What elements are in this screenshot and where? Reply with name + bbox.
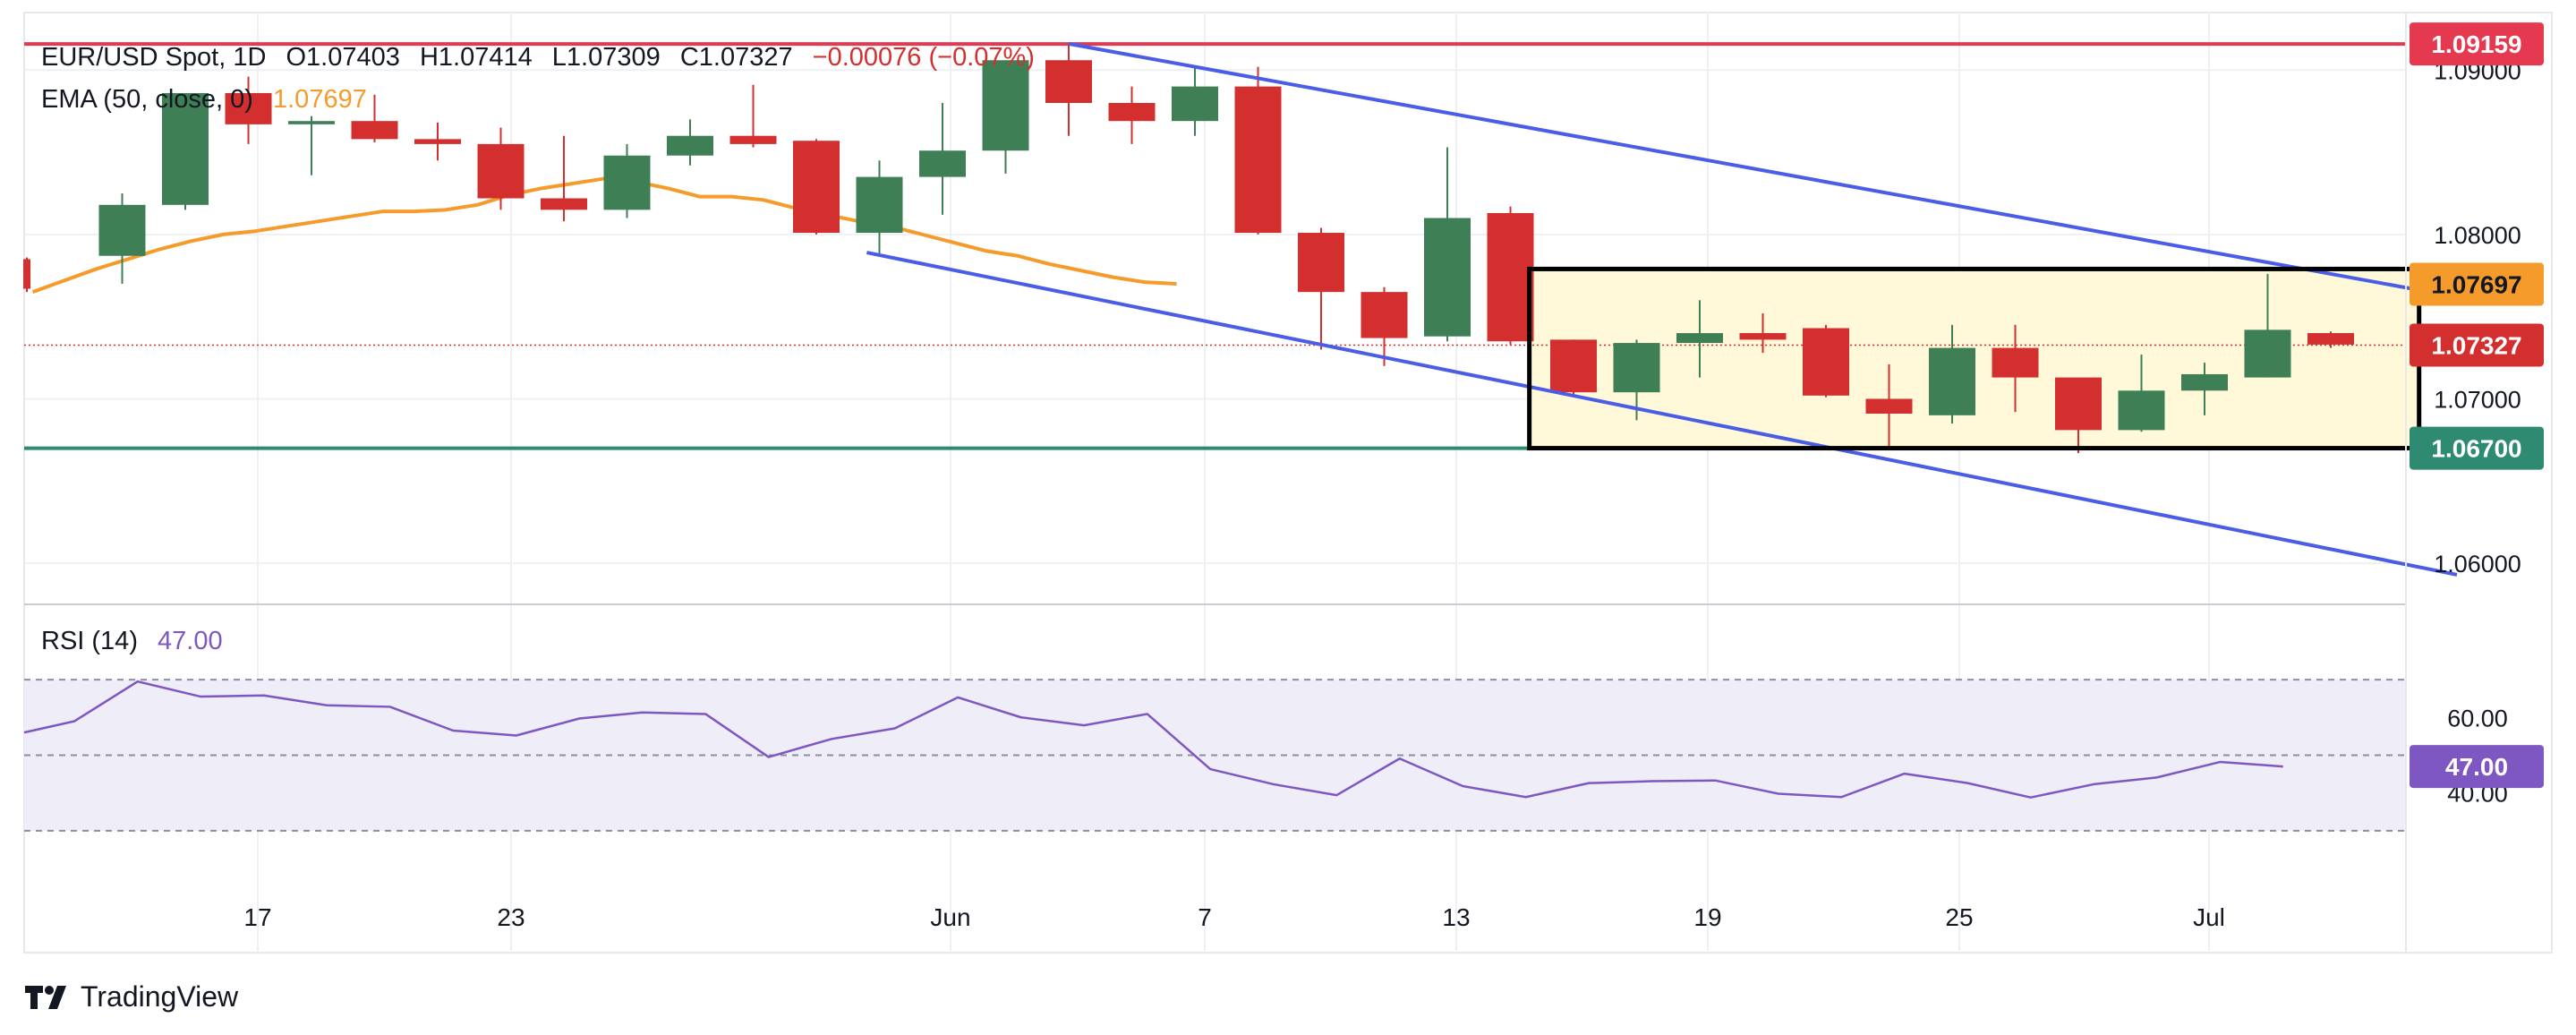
candle-body	[603, 155, 651, 210]
rsi-y-tick-label: 60.00	[2447, 705, 2508, 731]
candle-body	[1550, 339, 1597, 393]
candles	[23, 43, 2354, 454]
channel-lines	[866, 41, 2458, 577]
x-tick-label: 7	[1198, 903, 1212, 931]
candle-body	[667, 135, 713, 156]
ema-value: 1.07697	[273, 85, 367, 114]
candle-body	[793, 141, 840, 234]
low-value: L1.07309	[551, 43, 661, 72]
candle-body	[2307, 333, 2354, 345]
candle-body	[2118, 390, 2165, 431]
candle-body	[1298, 233, 1344, 293]
chart-header: EUR/USD Spot, 1D O1.07403 H1.07414 L1.07…	[41, 43, 1047, 73]
support-price-label: 1.06700	[2431, 435, 2521, 463]
change-value: −0.00076 (−0.07%)	[812, 43, 1035, 72]
resistance-price-label: 1.09159	[2431, 30, 2521, 58]
rsi-guides	[24, 679, 2406, 832]
candle-body	[288, 121, 335, 124]
ema-label: EMA (50, close, 0)	[41, 85, 253, 114]
x-tick-label: 23	[497, 903, 525, 931]
price-labels: 1.09159 1.07697 1.07327 1.06700 47.00	[2410, 22, 2544, 789]
candle-body	[2055, 377, 2102, 431]
last-price-label: 1.07327	[2431, 331, 2521, 359]
candle-body	[98, 204, 146, 256]
candle-body	[1172, 86, 1218, 122]
candle-body	[2181, 373, 2228, 391]
rsi-path	[23, 680, 2283, 799]
candle-body	[1739, 333, 1787, 340]
y-tick-label: 1.06000	[2434, 551, 2521, 577]
candle-body	[1992, 347, 2039, 378]
rsi-line	[23, 680, 2283, 799]
candle-body	[2244, 329, 2291, 378]
candle-body	[162, 92, 209, 205]
x-axis-ticks: 17 23 Jun 7 13 19 25 Jul	[243, 903, 2224, 931]
rsi-label: RSI (14)	[41, 627, 138, 655]
candle-body	[541, 198, 587, 210]
tradingview-logo-icon	[25, 985, 66, 1009]
candle-body	[1865, 398, 1913, 415]
support-price-label-bg	[2410, 426, 2544, 470]
y-tick-label: 1.07000	[2434, 386, 2521, 413]
x-tick-label: 25	[1945, 903, 1973, 931]
rsi-value: 47.00	[158, 627, 223, 655]
close-value: C1.07327	[679, 43, 793, 72]
candle-body	[477, 143, 525, 199]
y-tick-label: 1.08000	[2434, 222, 2521, 249]
x-tick-label: 17	[243, 903, 271, 931]
resistance-price-label-bg	[2410, 22, 2544, 66]
candle-body	[729, 135, 777, 144]
candle-body	[1676, 333, 1723, 344]
candle-body	[856, 176, 903, 234]
candle-body	[351, 121, 398, 140]
ema-header: EMA (50, close, 0) 1.07697	[41, 85, 380, 115]
candle-body	[1045, 60, 1092, 103]
last-price-label-bg	[2410, 323, 2544, 367]
candle-body	[1803, 328, 1849, 396]
brand-label: TradingView	[81, 980, 239, 1013]
ema-price-label: 1.07697	[2431, 271, 2521, 299]
x-tick-label: Jun	[930, 903, 970, 931]
symbol-label: EUR/USD Spot, 1D	[41, 43, 267, 72]
high-value: H1.07414	[419, 43, 533, 72]
channel-upper	[1068, 41, 2458, 299]
x-tick-label: 13	[1442, 903, 1470, 931]
candle-body	[1929, 347, 1975, 415]
candle-body	[1487, 213, 1534, 342]
candle-body	[982, 60, 1029, 151]
candle-body	[1108, 102, 1156, 122]
channel-lower	[866, 251, 2458, 577]
tradingview-logo[interactable]: TradingView	[25, 980, 238, 1014]
rsi-price-label: 47.00	[2445, 753, 2508, 781]
candle-body	[919, 150, 966, 177]
candle-body	[23, 259, 30, 289]
candle-body	[1234, 86, 1282, 234]
candle-body	[414, 139, 461, 144]
chart-frame	[23, 12, 2553, 954]
rsi-price-label-bg	[2410, 745, 2544, 789]
x-tick-label: 19	[1693, 903, 1721, 931]
candle-body	[1613, 343, 1660, 393]
rsi-header: RSI (14) 47.00	[41, 627, 235, 656]
candle-body	[1361, 292, 1408, 338]
open-value: O1.07403	[286, 43, 400, 72]
candle-body	[225, 92, 272, 124]
x-tick-label: Jul	[2193, 903, 2225, 931]
ema-price-label-bg	[2410, 262, 2544, 306]
candle-body	[1424, 218, 1471, 337]
